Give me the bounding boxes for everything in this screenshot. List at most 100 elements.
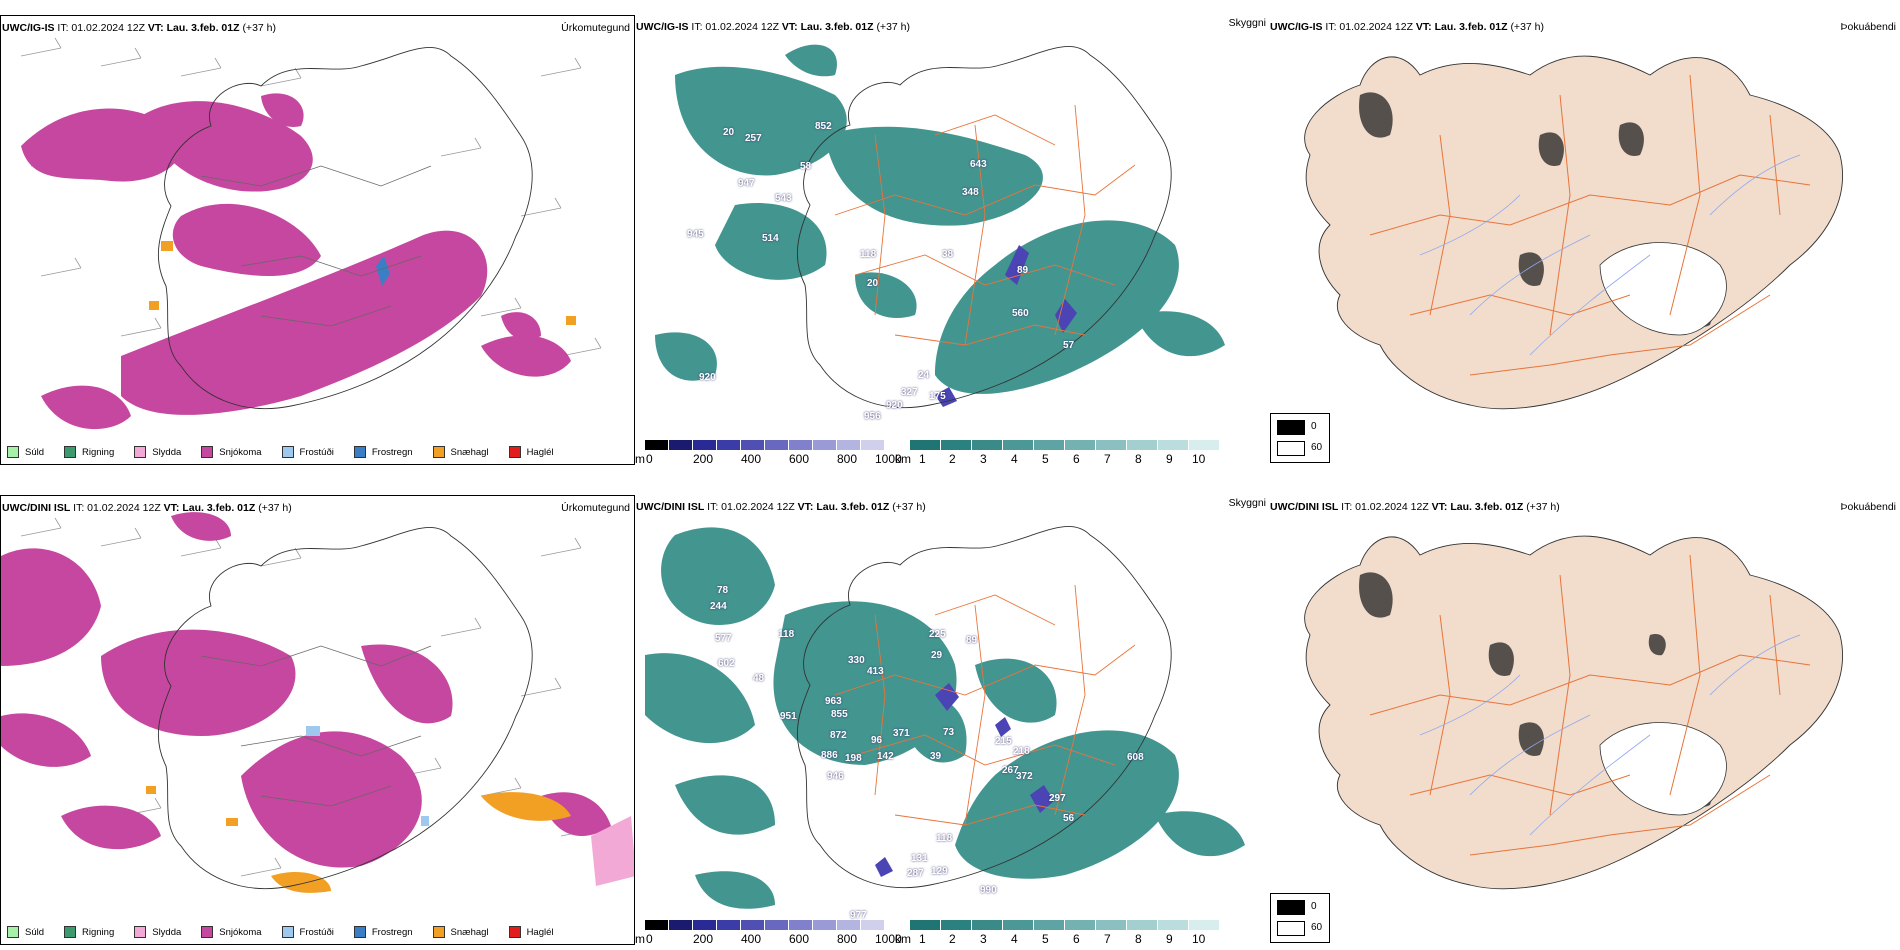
precip-legend: Súld Rigning Slydda Snjókoma Frostúði Fr… [1, 440, 634, 464]
model-name: UWC/DINI ISL [2, 502, 71, 514]
visibility-value: 56 [1063, 813, 1075, 824]
fog-map-graphic [1304, 535, 1843, 890]
precip-legend: Súld Rigning Slydda Snjókoma Frostúði Fr… [1, 920, 634, 944]
panel-type-label: Úrkomutegund [561, 22, 630, 34]
valid-time-label: VT: [797, 501, 814, 513]
panel-type-label: Úrkomutegund [561, 502, 630, 514]
distance-colorbar-ticks: km 1 2 3 4 5 6 7 8 9 10 [895, 452, 1206, 465]
fog-swatch-high [1277, 900, 1305, 915]
precip-map-graphic [20, 37, 602, 430]
model-name: UWC/IG-IS [1270, 21, 1323, 33]
visibility-value: 57 [1063, 340, 1075, 351]
visibility-value: 218 [1013, 746, 1030, 757]
visibility-value: 348 [962, 187, 979, 198]
distance-unit: km [895, 452, 911, 465]
visibility-value: 287 [907, 868, 924, 879]
visibility-value: 371 [893, 728, 910, 739]
fog-legend: 0 60 [1270, 893, 1330, 943]
visibility-value: 577 [715, 633, 732, 644]
issue-time: IT: 01.02.2024 12Z [704, 501, 798, 513]
legend-item-snaehagl: Snæhagl [432, 446, 489, 458]
visibility-value: 131 [911, 853, 928, 864]
legend-swatch [201, 446, 214, 458]
visibility-value: 886 [821, 750, 838, 761]
visibility-value: 852 [815, 121, 832, 132]
fog-legend: 0 60 [1270, 413, 1330, 463]
visibility-value: 129 [931, 866, 948, 877]
height-colorbar-ticks: m 0 200 400 600 800 1000 [635, 932, 902, 945]
visibility-value: 225 [929, 629, 946, 640]
height-unit: m [635, 932, 645, 945]
legend-item-slydda: Slydda [134, 446, 181, 458]
legend-swatch [508, 446, 521, 458]
precip-map-graphic [1, 512, 634, 893]
legend-swatch [64, 446, 77, 458]
visibility-value: 608 [1127, 752, 1144, 763]
height-colorbar [645, 920, 885, 930]
issue-time: IT: 01.02.2024 12Z [70, 502, 164, 514]
visibility-value: 330 [848, 655, 865, 666]
lead-time: (+37 h) [242, 22, 276, 34]
visibility-value: 643 [970, 159, 987, 170]
legend-item-rigning: Rigning [64, 446, 114, 458]
visibility-map-graphic [645, 526, 1245, 909]
visibility-map-row1: UWC/IG-IS IT: 01.02.2024 12Z VT: Lau. 3.… [635, 15, 1270, 465]
visibility-value: 560 [1012, 308, 1029, 319]
valid-time-label: VT: [781, 21, 798, 33]
visibility-map-row2: UWC/DINI ISL IT: 01.02.2024 12Z VT: Lau.… [635, 495, 1270, 945]
valid-time-label: VT: [147, 22, 164, 34]
distance-colorbar [910, 440, 1220, 450]
fog-indicator-map-row1: UWC/IG-IS IT: 01.02.2024 12Z VT: Lau. 3.… [1270, 15, 1900, 465]
visibility-value: 24 [918, 370, 930, 381]
visibility-value: 543 [775, 193, 792, 204]
legend-item-snjokoma: Snjókoma [201, 926, 262, 938]
fog-indicator-map-row2: UWC/DINI ISL IT: 01.02.2024 12Z VT: Lau.… [1270, 495, 1900, 945]
legend-swatch [432, 926, 445, 938]
visibility-map-graphic [655, 44, 1225, 409]
visibility-value: 872 [830, 730, 847, 741]
fog-map-graphic [1304, 55, 1843, 410]
visibility-value: 118 [778, 629, 795, 640]
visibility-value: 96 [871, 735, 883, 746]
visibility-value: 372 [1016, 771, 1033, 782]
legend-item-frostudi: Frostúði [281, 926, 334, 938]
visibility-value: 48 [753, 673, 765, 684]
visibility-value: 118 [936, 833, 953, 844]
visibility-value: 198 [845, 753, 862, 764]
valid-time: Lau. 3.feb. 01Z [163, 22, 243, 34]
visibility-value: 20 [867, 278, 879, 289]
valid-time: Lau. 3.feb. 01Z [179, 502, 259, 514]
legend-item-hagel: Haglél [508, 446, 554, 458]
legend-swatch [7, 926, 19, 938]
distance-colorbar [910, 920, 1220, 930]
legend-swatch [64, 926, 77, 938]
panel-type-label: Skyggni [1228, 17, 1266, 29]
fog-swatch-low [1277, 921, 1305, 936]
valid-time-label: VT: [163, 502, 180, 514]
visibility-value: 602 [718, 658, 735, 669]
visibility-value: 514 [762, 233, 779, 244]
valid-time: Lau. 3.feb. 01Z [1431, 21, 1511, 33]
visibility-value: 945 [687, 229, 704, 240]
model-name: UWC/IG-IS [636, 21, 689, 33]
visibility-value: 118 [860, 249, 877, 260]
visibility-value: 855 [831, 709, 848, 720]
lead-time: (+37 h) [1510, 21, 1544, 33]
legend-swatch [353, 926, 366, 938]
issue-time: IT: 01.02.2024 12Z [1338, 501, 1432, 513]
legend-item-slydda: Slydda [134, 926, 181, 938]
issue-time: IT: 01.02.2024 12Z [1322, 21, 1416, 33]
valid-time-label: VT: [1431, 501, 1448, 513]
distance-colorbar-ticks: km 1 2 3 4 5 6 7 8 9 10 [895, 932, 1206, 945]
legend-swatch [134, 926, 147, 938]
issue-time: IT: 01.02.2024 12Z [54, 22, 148, 34]
visibility-value: 215 [995, 736, 1012, 747]
lead-time: (+37 h) [876, 21, 910, 33]
lead-time: (+37 h) [258, 502, 292, 514]
height-colorbar [645, 440, 885, 450]
visibility-value: 977 [850, 910, 867, 921]
legend-item-frostregn: Frostregn [353, 446, 413, 458]
visibility-value: 39 [930, 751, 942, 762]
model-name: UWC/IG-IS [2, 22, 55, 34]
fog-swatch-low [1277, 441, 1305, 456]
